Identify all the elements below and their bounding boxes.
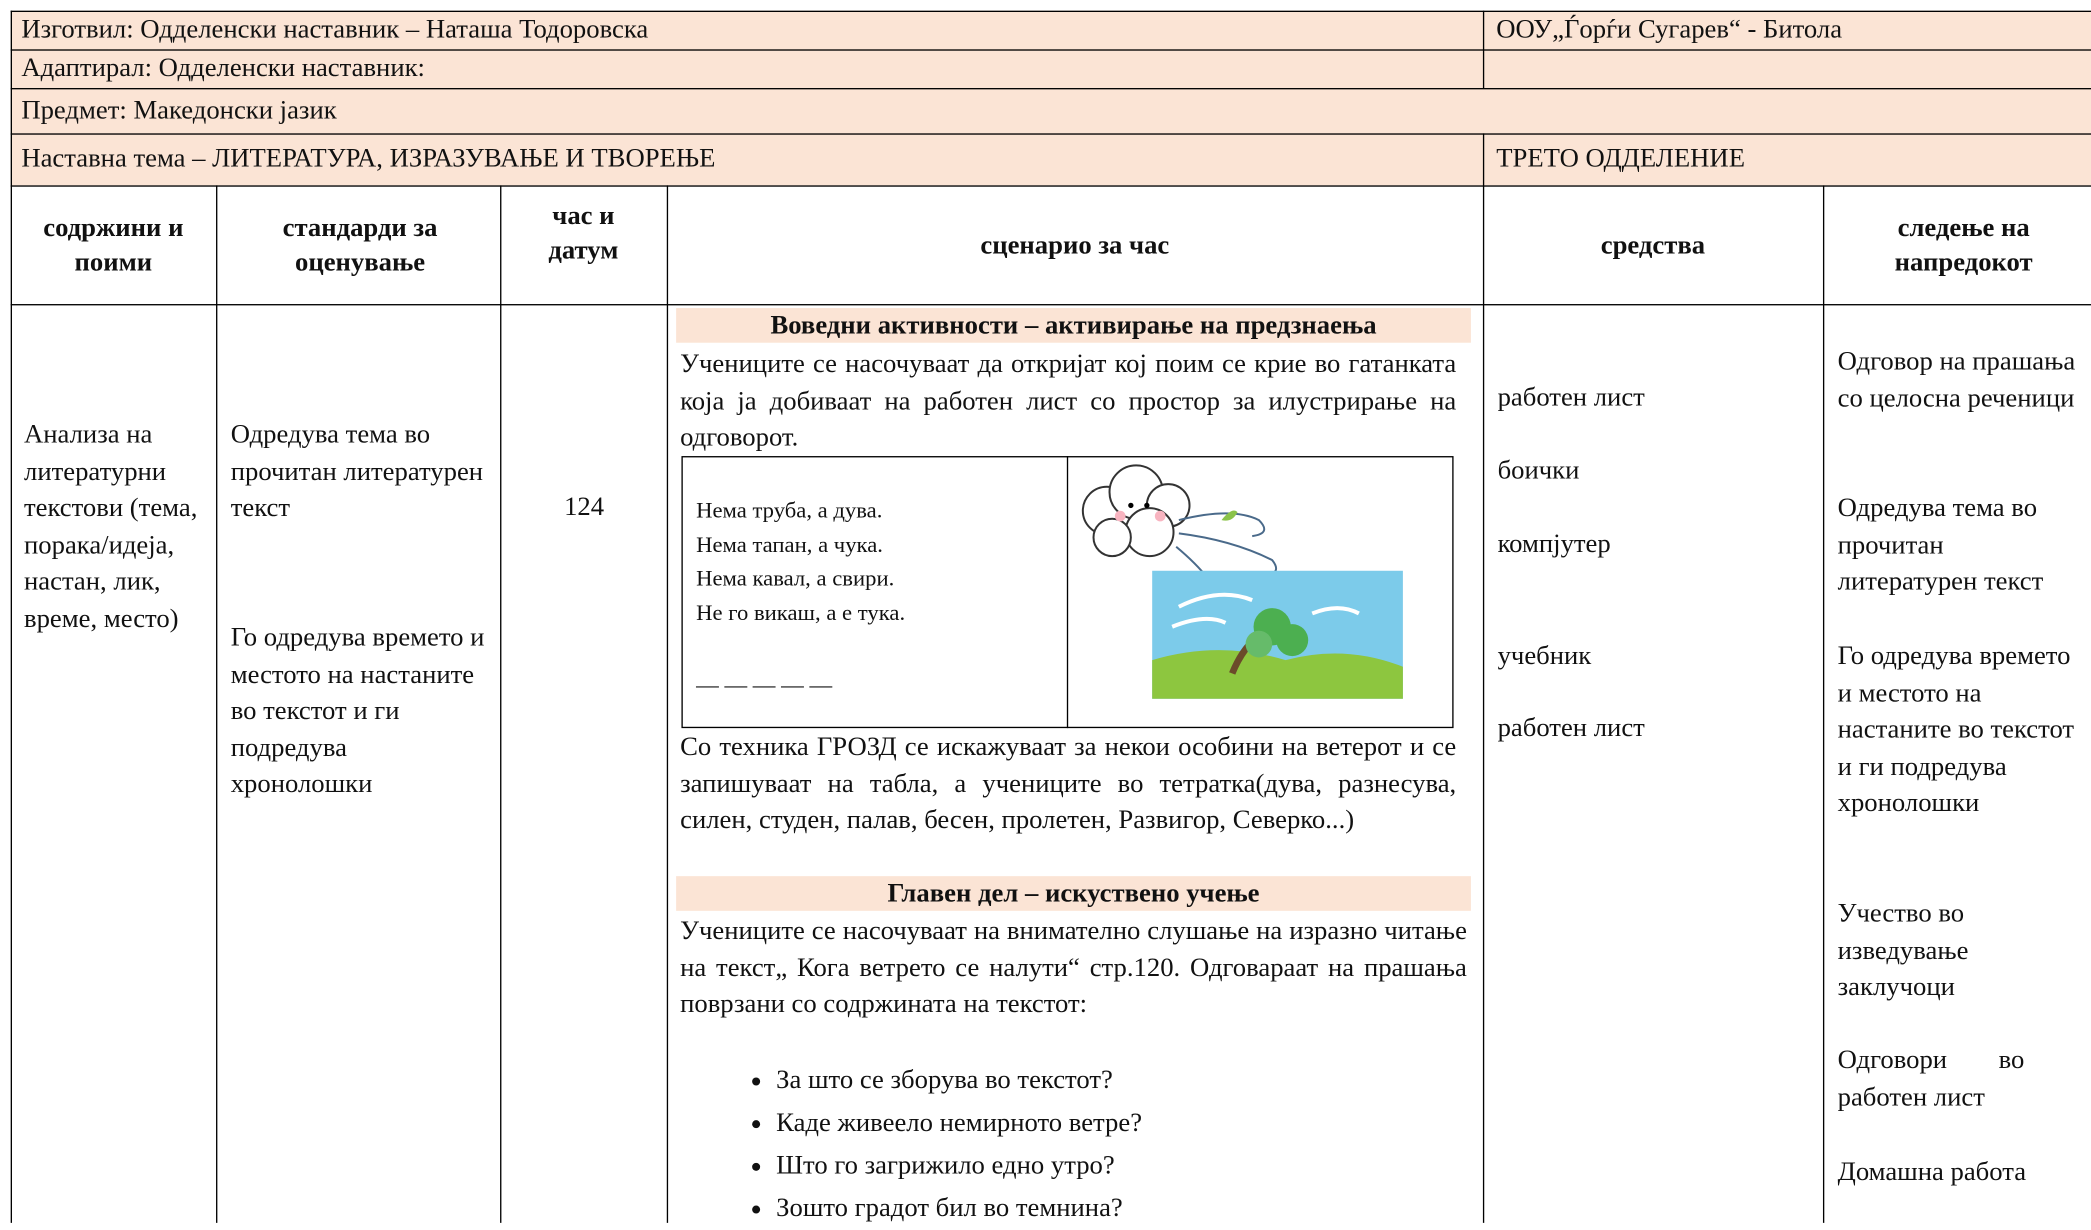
- paragraph: Учениците се насочуваат да откријат кој …: [680, 349, 1457, 453]
- progress-item: Одговор на прашања со целосна реченици: [1837, 346, 2076, 413]
- progress-item: Учество во изведување заклучоци: [1837, 898, 1969, 1002]
- resource: учебник: [1497, 641, 1592, 671]
- section-heading: Главен дел – искуствено учење: [676, 876, 1471, 911]
- paragraph: Учениците се насочуваат на внимателно сл…: [680, 916, 1467, 1019]
- grade: ТРЕТО ОДДЕЛЕНИЕ: [1496, 144, 1745, 174]
- progress-item: Одредува тема во прочитан литературен те…: [1837, 493, 2044, 597]
- progress-item: Го одредува времето и местото на настани…: [1837, 641, 2075, 818]
- section-heading: Воведни активности – активирање на предз…: [676, 308, 1471, 343]
- resource: боички: [1497, 456, 1580, 486]
- standard: Го одредува времето и местото на настани…: [230, 622, 485, 799]
- school: ООУ„Ѓорѓи Сугарев“ - Битола: [1496, 14, 1843, 45]
- subject: Предмет: Македонски јазик: [21, 96, 337, 126]
- progress-item: Одговори во работен лист: [1837, 1045, 2025, 1112]
- standard: Одредува тема во прочитан литературен те…: [230, 420, 484, 523]
- resource: компјутер: [1497, 529, 1611, 559]
- column-header: сценарио за час: [980, 230, 1170, 261]
- question: Каде живеело немирното ветре?: [776, 1102, 1467, 1145]
- answer-blank: — — — — —: [696, 671, 833, 698]
- wind-illustration: [1081, 464, 1403, 699]
- paragraph: Со техника ГРОЗД се искажуваат за некои …: [680, 732, 1457, 835]
- riddle-line: Нема тапан, а чука.: [696, 531, 883, 558]
- column-header: стандарди за оценување: [282, 213, 438, 278]
- question: Зошто градот бил во темнина?: [776, 1187, 1467, 1230]
- topic: Наставна тема – ЛИТЕРАТУРА, ИЗРАЗУВАЊЕ И…: [21, 144, 716, 174]
- column-header: средства: [1600, 230, 1706, 261]
- contents: Анализа на литературни текстови (тема, п…: [24, 420, 198, 633]
- riddle-line: Нема кавал, а свири.: [696, 565, 895, 592]
- progress-item: Домашна работа: [1837, 1157, 2027, 1187]
- header-fill: [10, 10, 2091, 186]
- resource: работен лист: [1497, 382, 1645, 413]
- resource: работен лист: [1497, 713, 1645, 743]
- riddle: Нема труба, а дува. Нема тапан, а чука. …: [696, 493, 905, 702]
- question: За што се зборува во текстот?: [776, 1059, 1467, 1102]
- column-header: содржини и поими: [43, 213, 184, 278]
- column-header: час и датум: [548, 201, 619, 266]
- riddle-line: Нема труба, а дува.: [696, 497, 883, 523]
- riddle-line: Не го викаш, а е тука.: [696, 600, 906, 626]
- author: Изготвил: Одделенски наставник – Наташа …: [21, 14, 649, 45]
- question: Што го загрижило едно утро?: [776, 1144, 1467, 1187]
- adapted: Адаптирал: Одделенски наставник:: [21, 53, 425, 83]
- column-header: следење на напредокот: [1894, 213, 2033, 278]
- question-list: За што се зборува во текстот? Каде живее…: [680, 1059, 1467, 1230]
- lesson-number: 124: [564, 492, 605, 522]
